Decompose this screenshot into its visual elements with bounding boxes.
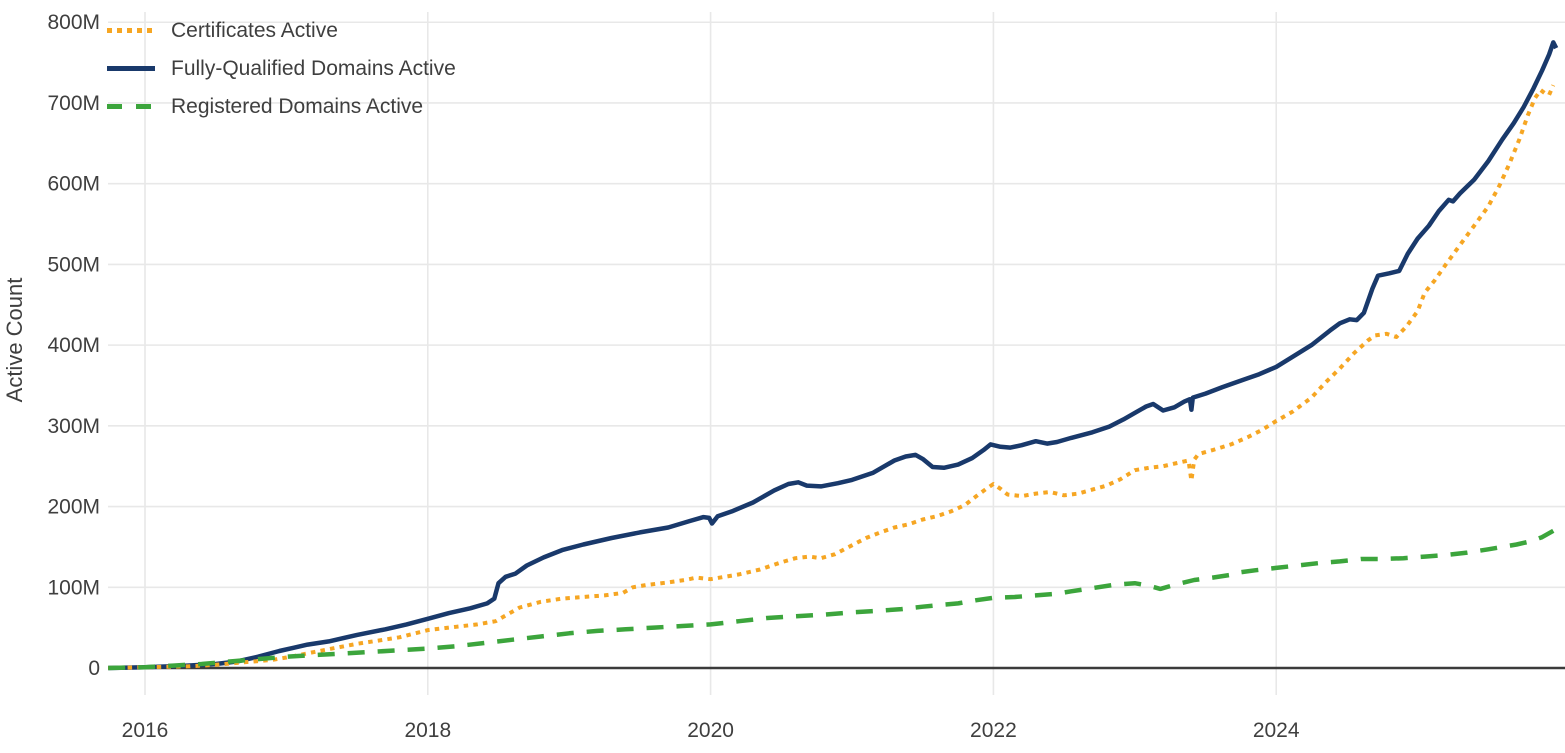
- y-tick-label: 800M: [47, 11, 100, 34]
- legend-label: Certificates Active: [171, 19, 338, 42]
- legend-item-certificates-active[interactable]: Certificates Active: [107, 16, 456, 45]
- x-tick-label: 2016: [122, 719, 169, 742]
- x-tick-label: 2022: [970, 719, 1017, 742]
- legend-swatch-dashed-line-icon: [107, 104, 155, 109]
- y-tick-label: 600M: [47, 173, 100, 196]
- y-tick-label: 0: [88, 657, 100, 680]
- legend-label: Fully-Qualified Domains Active: [171, 57, 456, 80]
- y-tick-label: 500M: [47, 253, 100, 276]
- y-axis-title: Active Count: [2, 278, 27, 403]
- y-tick-label: 100M: [47, 576, 100, 599]
- series-line-fully-qualified-domains-active: [108, 40, 1559, 671]
- series-line-certificates-active: [108, 84, 1556, 670]
- y-tick-label: 400M: [47, 334, 100, 357]
- legend-swatch-dotted-line-icon: [107, 28, 155, 33]
- legend-label: Registered Domains Active: [171, 95, 424, 118]
- x-tick-label: 2024: [1253, 719, 1300, 742]
- chart-legend: Certificates Active Fully-Qualified Doma…: [107, 16, 456, 121]
- y-tick-label: 700M: [47, 92, 100, 115]
- x-tick-label: 2018: [404, 719, 451, 742]
- x-tick-label: 2020: [687, 719, 734, 742]
- y-tick-label: 300M: [47, 415, 100, 438]
- y-tick-label: 200M: [47, 496, 100, 519]
- legend-item-registered-domains-active[interactable]: Registered Domains Active: [107, 92, 456, 121]
- series-line-registered-domains-active: [108, 528, 1555, 671]
- legend-item-fully-qualified-domains-active[interactable]: Fully-Qualified Domains Active: [107, 54, 456, 83]
- legend-swatch-solid-line-icon: [107, 66, 155, 71]
